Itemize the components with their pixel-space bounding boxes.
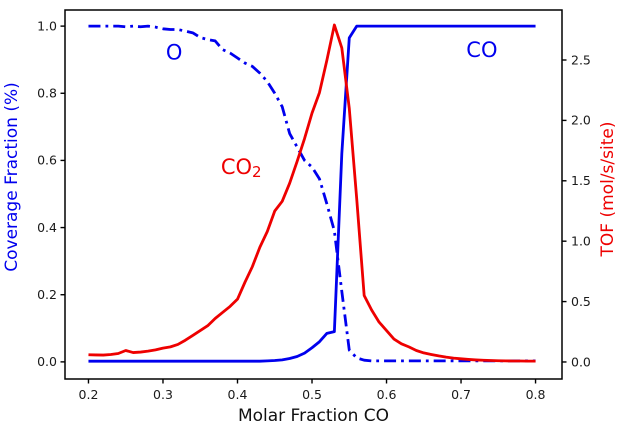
x-tick-label: 0.3 xyxy=(153,387,173,402)
yleft-tick-label: 0.0 xyxy=(37,354,57,369)
series-group xyxy=(88,23,536,363)
yleft-tick-label: 0.2 xyxy=(37,287,57,302)
annotation-subscript: 2 xyxy=(252,163,262,181)
yleft-tick-label: 0.8 xyxy=(37,86,57,101)
x-tick-label: 0.4 xyxy=(228,387,248,402)
yright-tick-label: 0.0 xyxy=(571,354,591,369)
x-tick-label: 0.2 xyxy=(79,387,99,402)
yright-tick-label: 1.5 xyxy=(571,173,591,188)
y-axis-label-left: Coverage Fraction (%) xyxy=(2,82,22,272)
x-tick-label: 0.5 xyxy=(302,387,322,402)
axes-spines xyxy=(64,9,563,380)
y-axis-right: 0.0 0.5 1.0 1.5 2.0 2.5 xyxy=(562,52,591,369)
yright-tick-label: 0.5 xyxy=(571,294,591,309)
series-line-co2 xyxy=(88,23,536,363)
series-line-o xyxy=(88,24,536,363)
yright-tick-label: 2.5 xyxy=(571,52,591,67)
y-axis-left: 0.0 0.2 0.4 0.6 0.8 1.0 xyxy=(37,18,65,369)
yright-tick-label: 1.0 xyxy=(571,233,591,248)
x-tick-label: 0.7 xyxy=(451,387,471,402)
x-axis-label: Molar Fraction CO xyxy=(238,406,389,426)
yleft-tick-label: 0.6 xyxy=(37,153,57,168)
yleft-tick-label: 1.0 xyxy=(37,18,57,33)
annotation-o: O xyxy=(166,40,183,64)
x-axis: 0.2 0.3 0.4 0.5 0.6 0.7 0.8 xyxy=(79,379,546,402)
annotation-co: CO xyxy=(466,38,497,62)
y-axis-label-right: TOF (mol/s/site) xyxy=(598,122,618,258)
x-tick-label: 0.8 xyxy=(526,387,546,402)
x-tick-label: 0.6 xyxy=(377,387,397,402)
yright-tick-label: 2.0 xyxy=(571,113,591,128)
yleft-tick-label: 0.4 xyxy=(37,220,57,235)
series-line-co xyxy=(88,24,536,363)
